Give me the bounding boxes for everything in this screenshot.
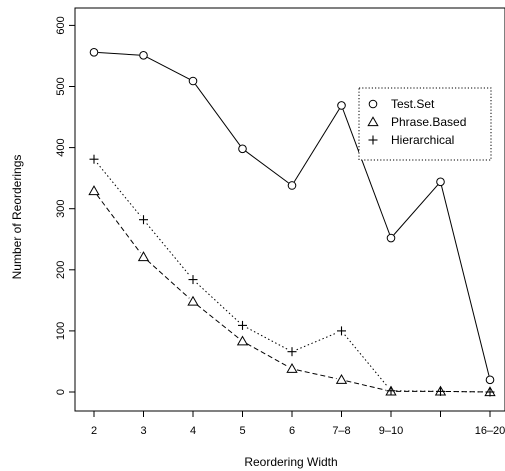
data-point — [188, 76, 198, 86]
x-axis: 2 3 4 5 6 7–8 9–10 16–20 — [91, 411, 505, 437]
series-line-segment — [296, 369, 337, 380]
plot-frame — [74, 7, 505, 412]
series-line-segment — [393, 184, 439, 236]
x-tick-label: 3 — [140, 425, 146, 437]
data-point — [287, 181, 297, 190]
data-point — [238, 144, 247, 154]
x-axis-label: Reordering Width — [244, 455, 337, 469]
series-line-segment — [96, 162, 141, 217]
x-tick-label: 6 — [289, 425, 295, 437]
data-point — [436, 386, 445, 396]
x-tick-label: 16–20 — [475, 425, 505, 437]
series-line-segment — [346, 380, 387, 391]
series-test-set — [89, 47, 495, 385]
legend-marker — [367, 116, 379, 127]
x-tick-label: 9–10 — [379, 425, 403, 437]
x-tick-label: 7–8 — [332, 425, 350, 437]
legend-label: Phrase.Based — [391, 115, 466, 129]
series-line-segment — [342, 109, 390, 235]
series-line-segment — [441, 185, 490, 376]
data-point — [386, 233, 396, 243]
data-point — [337, 101, 346, 110]
series-line-segment — [195, 84, 241, 146]
series-line-segment — [245, 150, 289, 184]
data-point — [89, 154, 99, 164]
data-point — [287, 347, 297, 357]
y-tick-label: 200 — [55, 261, 67, 279]
series-line-segment — [196, 304, 239, 339]
data-point — [238, 320, 247, 330]
data-point — [137, 251, 150, 262]
y-axis: 0 100 200 300 400 500 600 — [55, 16, 75, 395]
data-point — [485, 375, 495, 385]
legend-label: Hierarchical — [391, 133, 454, 147]
data-point — [337, 326, 346, 336]
y-tick-label: 300 — [55, 200, 67, 218]
y-tick-label: 400 — [55, 138, 67, 156]
y-axis-label: Number of Reorderings — [10, 155, 24, 280]
data-point — [436, 177, 445, 187]
series-layer — [88, 47, 496, 397]
legend-box — [358, 87, 492, 161]
legend-marker — [368, 135, 378, 145]
series-line-segment — [196, 282, 240, 323]
plot-border — [74, 7, 505, 412]
series-hierarchical — [89, 154, 495, 397]
legend-label: Test.Set — [391, 97, 435, 111]
data-point — [485, 387, 495, 397]
series-line-segment — [246, 327, 288, 350]
x-tick-label: 4 — [190, 425, 196, 437]
series-line-segment — [296, 332, 338, 351]
x-tick-label: 5 — [239, 425, 245, 437]
y-tick-label: 500 — [55, 77, 67, 95]
data-point — [89, 47, 99, 57]
series-line-segment — [146, 259, 190, 299]
y-tick-label: 100 — [55, 322, 67, 340]
series-phrase-based — [88, 185, 496, 397]
series-line-segment — [344, 334, 389, 388]
series-line-segment — [246, 343, 288, 367]
series-line-segment — [146, 223, 191, 277]
series-line-segment — [96, 194, 141, 254]
y-tick-label: 600 — [55, 16, 67, 34]
y-tick-label: 0 — [55, 389, 67, 395]
data-point — [88, 185, 100, 196]
series-line-segment — [293, 108, 340, 183]
data-point — [286, 362, 298, 373]
legend-marker — [368, 99, 378, 109]
series-line-segment — [146, 56, 190, 80]
data-point — [187, 295, 199, 306]
data-point — [139, 51, 148, 60]
data-point — [188, 275, 198, 285]
data-point — [386, 386, 396, 396]
data-point — [236, 335, 249, 346]
data-point — [335, 373, 348, 384]
x-tick-label: 2 — [91, 425, 97, 437]
legend: Test.Set Phrase.Based Hierarchical — [358, 87, 492, 161]
data-point — [139, 215, 148, 225]
series-line-segment — [98, 52, 140, 56]
